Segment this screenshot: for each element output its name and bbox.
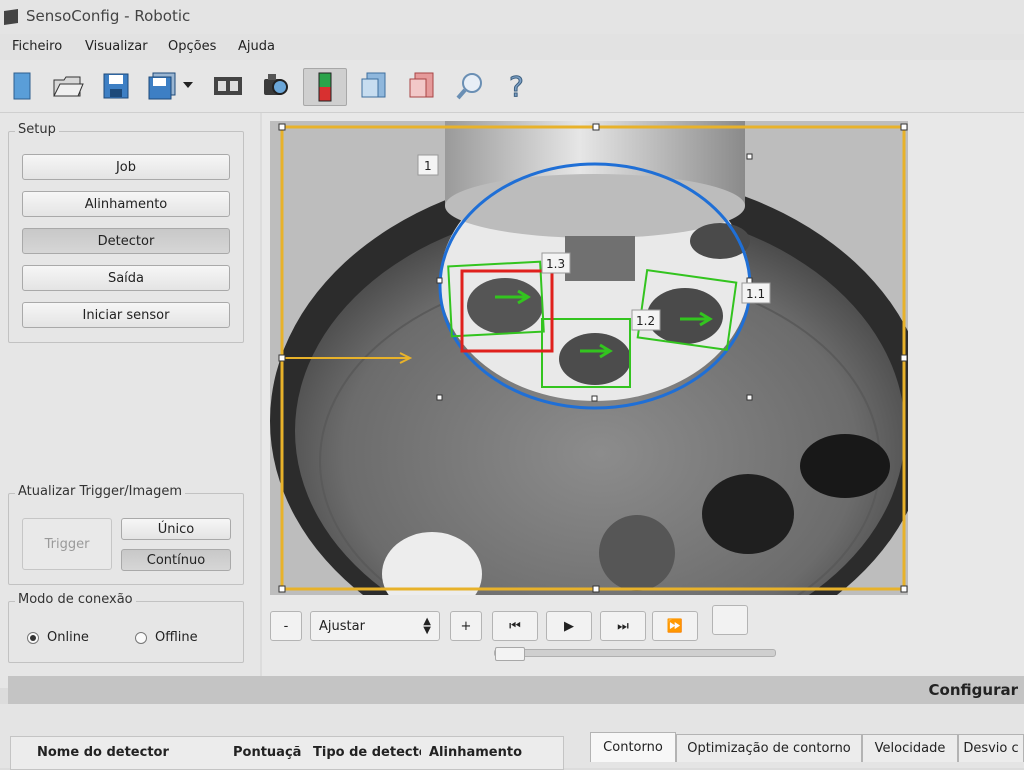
first-frame-button[interactable]: ⏮ xyxy=(492,611,538,641)
save-as-icon[interactable] xyxy=(144,68,180,104)
hole-2 xyxy=(559,333,631,385)
nozzle xyxy=(565,236,635,281)
camera-image[interactable]: 1 1.1 1.2 1.3 xyxy=(270,121,908,595)
contour-box-1-2[interactable] xyxy=(541,318,631,388)
svg-text:?: ? xyxy=(509,70,524,102)
cylinder-bottom xyxy=(445,174,745,238)
zoom-in-button[interactable]: + xyxy=(450,611,482,641)
white-disc xyxy=(382,532,482,595)
configure-bar: Configurar xyxy=(8,676,1024,704)
zoom-select[interactable]: Ajustar ▲ ▼ xyxy=(310,611,440,641)
last-frame-button[interactable]: ⏩ xyxy=(652,611,698,641)
label-roi-1: 1 xyxy=(424,159,432,173)
frame-indicator xyxy=(712,605,748,635)
output-icon[interactable] xyxy=(404,68,440,104)
spin-arrows-icon: ▲ ▼ xyxy=(423,616,431,636)
col-tipo-detector[interactable]: Tipo de detectc xyxy=(313,745,421,760)
title-bar: SensoConfig - Robotic xyxy=(0,0,1024,34)
next-frame-button[interactable]: ⏭ xyxy=(600,611,646,641)
offline-radio[interactable] xyxy=(135,632,147,644)
direction-arrow-2 xyxy=(580,343,613,359)
tab-optimizacao[interactable]: Optimização de contorno xyxy=(676,734,862,762)
new-document-icon[interactable] xyxy=(4,68,40,104)
bottom-pane: Nome do detector Pontuaçã Tipo de detect… xyxy=(0,704,1024,770)
detector-button[interactable]: Detector xyxy=(22,228,230,254)
fast-forward-icon: ⏩ xyxy=(666,618,684,634)
open-folder-icon[interactable] xyxy=(50,68,86,104)
play-button[interactable]: ▶ xyxy=(546,611,592,641)
menu-visualizar[interactable]: Visualizar xyxy=(85,39,148,54)
alignment-icon[interactable] xyxy=(356,68,392,104)
roi-arrow xyxy=(282,352,413,364)
continuo-button[interactable]: Contínuo xyxy=(121,549,231,571)
online-label: Online xyxy=(47,630,89,645)
skip-start-icon: ⏮ xyxy=(509,618,521,634)
direction-arrow-3 xyxy=(680,311,713,327)
app-icon xyxy=(4,9,18,25)
timeline-slider[interactable] xyxy=(494,647,776,661)
menu-bar: Ficheiro Visualizar Opções Ajuda xyxy=(0,34,1024,60)
dropdown-arrow-icon[interactable] xyxy=(180,68,196,104)
contour-box-1-3[interactable] xyxy=(447,260,545,338)
label-roi-1-1: 1.1 xyxy=(746,287,765,301)
col-pontuacao[interactable]: Pontuaçã xyxy=(233,745,302,760)
camera-icon[interactable] xyxy=(256,68,292,104)
contour-box-1-1[interactable] xyxy=(636,268,738,352)
connection-title: Modo de conexão xyxy=(15,592,136,607)
trigger-button[interactable]: Trigger xyxy=(22,518,112,570)
menu-ajuda[interactable]: Ajuda xyxy=(238,39,275,54)
step-forward-icon: ⏭ xyxy=(617,618,629,634)
play-icon: ▶ xyxy=(564,618,574,634)
zoom-select-value: Ajustar xyxy=(319,618,365,634)
camera-view: 1 1.1 1.2 1.3 xyxy=(270,121,908,595)
toolbar: ? xyxy=(0,60,1024,113)
selected-contour[interactable] xyxy=(460,269,554,353)
alinhamento-button[interactable]: Alinhamento xyxy=(22,191,230,217)
hole-3 xyxy=(647,288,723,344)
connection-group: Modo de conexão Online Offline xyxy=(8,592,244,663)
film-strip-icon[interactable] xyxy=(210,68,246,104)
menu-ficheiro[interactable]: Ficheiro xyxy=(12,39,63,54)
image-area: 1 1.1 1.2 1.3 - Ajustar ▲ ▼ + ⏮ ▶ ⏭ ⏩ xyxy=(262,113,1024,688)
label-roi-1-3: 1.3 xyxy=(546,257,565,271)
black-puck-2 xyxy=(800,434,890,498)
hole-4 xyxy=(690,223,750,259)
left-pane: Setup Job Alinhamento Detector Saída Ini… xyxy=(0,113,260,688)
trigger-group: Atualizar Trigger/Imagem Trigger Único C… xyxy=(8,484,244,585)
saida-button[interactable]: Saída xyxy=(22,265,230,291)
detector-table: Nome do detector Pontuaçã Tipo de detect… xyxy=(10,736,564,770)
search-icon[interactable] xyxy=(452,68,488,104)
help-icon[interactable]: ? xyxy=(500,68,536,104)
detector-icon[interactable] xyxy=(303,68,347,106)
offline-label: Offline xyxy=(155,630,198,645)
roi-handles[interactable] xyxy=(278,123,908,593)
hole-1 xyxy=(467,278,543,334)
sphere xyxy=(599,515,675,591)
iniciar-sensor-button[interactable]: Iniciar sensor xyxy=(22,302,230,328)
black-puck-1 xyxy=(702,474,794,554)
tab-velocidade[interactable]: Velocidade xyxy=(862,734,958,762)
col-nome-detector[interactable]: Nome do detector xyxy=(37,745,169,760)
roi-labels: 1 1.1 1.2 1.3 xyxy=(417,154,771,331)
unico-button[interactable]: Único xyxy=(121,518,231,540)
configure-title: Configurar xyxy=(928,681,1018,699)
zoom-out-button[interactable]: - xyxy=(270,611,302,641)
save-icon[interactable] xyxy=(98,68,134,104)
setup-group: Setup Job Alinhamento Detector Saída Ini… xyxy=(8,122,244,343)
label-roi-1-2: 1.2 xyxy=(636,314,655,328)
direction-arrow-1 xyxy=(495,289,531,305)
timeline-handle[interactable] xyxy=(495,647,525,661)
online-radio[interactable] xyxy=(27,632,39,644)
tab-contorno[interactable]: Contorno xyxy=(590,732,676,762)
setup-title: Setup xyxy=(15,122,59,137)
trigger-title: Atualizar Trigger/Imagem xyxy=(15,484,186,499)
window-title: SensoConfig - Robotic xyxy=(26,7,191,25)
col-alinhamento[interactable]: Alinhamento xyxy=(429,745,523,760)
tab-desvio[interactable]: Desvio c xyxy=(958,734,1024,762)
job-button[interactable]: Job xyxy=(22,154,230,180)
menu-opcoes[interactable]: Opções xyxy=(168,39,217,54)
